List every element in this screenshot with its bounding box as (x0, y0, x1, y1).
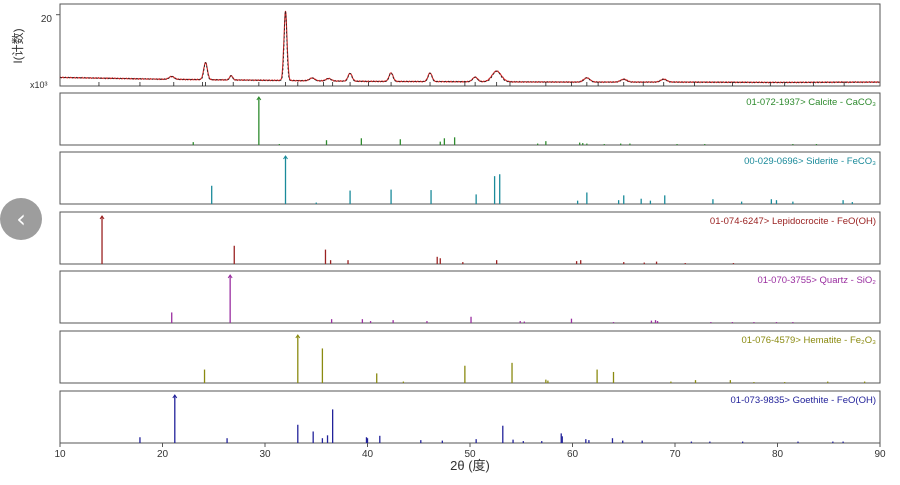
x-tick-label: 70 (669, 449, 681, 460)
observed-pattern-line (59, 10, 880, 84)
x-tick-label: 10 (54, 449, 66, 460)
x-tick-label: 90 (874, 449, 886, 460)
y-tick-label: 20 (41, 14, 53, 25)
reference-panel-frame (59, 211, 881, 265)
reference-panel-label: 01-073-9835> Goethite - FeO(OH) (731, 395, 876, 406)
reference-panel-label: 00-029-0696> Siderite - FeCO₃ (744, 156, 876, 167)
x-tick-label: 80 (772, 449, 784, 460)
reference-panel-label: 01-072-1937> Calcite - CaCO₃ (746, 97, 876, 108)
x-tick-label: 20 (157, 449, 169, 460)
reference-panel-label: 01-070-3755> Quartz - SiO₂ (757, 275, 876, 286)
reference-panel-frame (59, 151, 881, 205)
reference-peak-marker (172, 394, 178, 399)
x-axis-label: 2θ (度) (450, 458, 490, 473)
reference-panel-label: 01-076-4579> Hematite - Fe₂O₃ (741, 335, 876, 346)
observed-panel-frame (59, 3, 881, 87)
reference-peak-marker (283, 155, 288, 160)
reference-panel-frame (59, 270, 881, 324)
reference-peak-marker (99, 215, 105, 220)
reference-peak-marker (227, 274, 233, 279)
reference-peak-marker (295, 334, 301, 339)
x-tick-label: 50 (464, 449, 476, 460)
reference-panel-frame (59, 330, 881, 384)
reference-panel-label: 01-074-6247> Lepidocrocite - FeO(OH) (710, 216, 876, 227)
back-button[interactable]: ‹ (0, 198, 42, 240)
y-multiplier-label: x10³ (30, 80, 48, 90)
chevron-left-icon: ‹ (16, 205, 26, 233)
reference-panel-frame (59, 92, 881, 146)
x-tick-label: 40 (362, 449, 374, 460)
y-axis-label: I(计数) (10, 28, 25, 63)
calculated-pattern-line (59, 10, 880, 83)
x-tick-label: 30 (259, 449, 271, 460)
x-tick-label: 60 (567, 449, 579, 460)
reference-peak-marker (256, 96, 262, 101)
